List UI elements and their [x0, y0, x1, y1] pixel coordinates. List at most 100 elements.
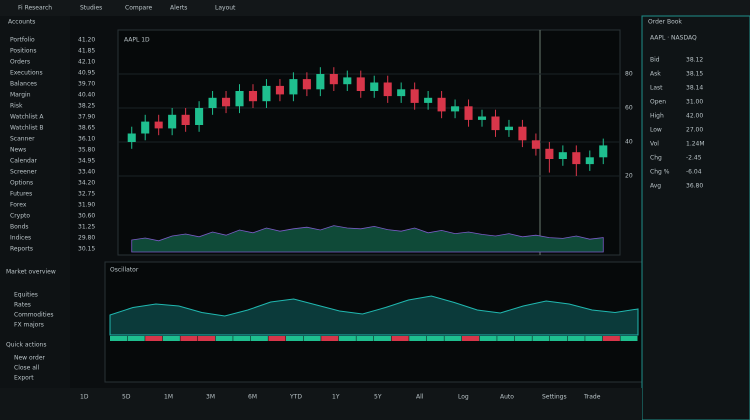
sidebar-item[interactable]: Scanner [10, 136, 35, 143]
candle-body [235, 91, 244, 107]
section-title: Quick actions [6, 342, 46, 349]
quote: 40.40 [78, 92, 95, 99]
panel-label: Open [650, 99, 666, 106]
footer-tab[interactable]: 1M [164, 394, 173, 401]
right-panel [641, 15, 750, 420]
footer-tab[interactable]: 5D [122, 394, 131, 401]
y-tick-label: 40 [625, 139, 633, 146]
sidebar-item[interactable]: Indices [10, 235, 31, 242]
footer-tab[interactable]: 1D [80, 394, 89, 401]
sidebar-item[interactable]: Portfolio [10, 37, 35, 44]
footer-tab[interactable]: YTD [289, 394, 302, 401]
sidebar-item[interactable]: Forex [10, 202, 27, 209]
sidebar-item[interactable]: Orders [10, 59, 30, 66]
sidebar-item[interactable]: Watchlist B [10, 125, 44, 132]
section-item[interactable]: Equities [14, 292, 38, 299]
footer-tab[interactable]: 3M [206, 394, 215, 401]
sidebar-item[interactable]: Positions [10, 48, 37, 55]
panel-symbol: AAPL · NASDAQ [650, 35, 697, 42]
signal-bar [479, 336, 497, 341]
signal-bar [303, 336, 321, 341]
section-item[interactable]: Close all [14, 365, 40, 372]
panel-label: Last [650, 85, 663, 92]
bottom-bar [0, 388, 642, 420]
oscillator-line [109, 295, 639, 336]
signal-bar [180, 336, 198, 341]
sidebar-item[interactable]: News [10, 147, 26, 154]
candle-body [248, 91, 258, 102]
sidebar-item[interactable]: Calendar [10, 158, 38, 165]
panel-value: -6.04 [686, 169, 702, 176]
sidebar-item[interactable]: Bonds [10, 224, 29, 231]
sidebar-item[interactable]: Futures [10, 191, 32, 198]
section-item[interactable]: Export [14, 375, 34, 382]
toolbar-button[interactable]: Compare [125, 5, 153, 12]
quote: 35.80 [78, 147, 95, 154]
quote: 32.75 [78, 191, 95, 198]
y-tick-label: 80 [625, 71, 633, 78]
sidebar-item[interactable]: Margin [10, 92, 31, 99]
signal-bar [585, 336, 603, 341]
quote: 34.20 [78, 180, 95, 187]
sidebar-item[interactable]: Crypto [10, 213, 30, 220]
panel-label: Avg [650, 183, 661, 190]
footer-tab[interactable]: Trade [583, 394, 601, 401]
footer-tab[interactable]: Log [458, 394, 469, 401]
signal-bar [602, 336, 620, 341]
panel-label: Bid [650, 57, 660, 64]
quote: 30.60 [78, 213, 95, 220]
footer-tab[interactable]: Auto [500, 394, 514, 401]
section-item[interactable]: New order [14, 355, 46, 362]
footer-tab[interactable]: 6M [248, 394, 257, 401]
quote: 37.90 [78, 114, 95, 121]
sidebar-item[interactable]: Options [10, 180, 33, 187]
signal-bar [127, 336, 145, 341]
candle-body [572, 152, 581, 165]
sidebar-item[interactable]: Screener [10, 169, 37, 176]
candle-body [154, 121, 163, 129]
candle-body [585, 157, 594, 165]
sidebar [0, 16, 70, 420]
candle-body [558, 152, 567, 159]
quote: 34.95 [78, 158, 95, 165]
quote: 31.25 [78, 224, 95, 231]
candle-body [477, 116, 487, 120]
toolbar-button[interactable]: Studies [80, 5, 102, 12]
signal-bar [426, 336, 444, 341]
panel-value: 27.00 [686, 127, 703, 134]
sidebar-item[interactable]: Reports [10, 246, 33, 253]
quote: 33.40 [78, 169, 95, 176]
signal-bar [444, 336, 462, 341]
footer-tab[interactable]: Settings [542, 394, 567, 401]
signal-bar [286, 336, 304, 341]
signal-bar [356, 336, 374, 341]
section-item[interactable]: Commodities [14, 312, 54, 319]
footer-tab[interactable]: 5Y [374, 394, 382, 401]
quote: 41.85 [78, 48, 95, 55]
sidebar-title: Accounts [8, 19, 35, 26]
panel-value: 38.12 [686, 57, 703, 64]
sidebar-item[interactable]: Executions [10, 70, 43, 77]
candle-body [370, 82, 379, 91]
footer-tab[interactable]: All [416, 394, 424, 401]
section-item[interactable]: FX majors [14, 322, 44, 329]
candle-body [518, 126, 527, 141]
quote: 39.70 [78, 81, 95, 88]
y-tick-label: 60 [625, 105, 633, 112]
candle-body [410, 89, 419, 103]
section-item[interactable]: Rates [14, 302, 31, 309]
sidebar-item[interactable]: Risk [10, 103, 23, 110]
candle-body [289, 79, 298, 95]
sidebar-item[interactable]: Balances [10, 81, 37, 88]
quote: 36.10 [78, 136, 95, 143]
toolbar-button[interactable]: Alerts [170, 5, 187, 12]
toolbar-button[interactable]: Layout [215, 5, 236, 12]
volume-area [131, 225, 604, 253]
quote: 42.10 [78, 59, 95, 66]
quote: 38.25 [78, 103, 95, 110]
candle-body [195, 108, 204, 125]
quote: 38.65 [78, 125, 95, 132]
signal-bar [567, 336, 585, 341]
sidebar-item[interactable]: Watchlist A [10, 114, 44, 121]
footer-tab[interactable]: 1Y [332, 394, 340, 401]
